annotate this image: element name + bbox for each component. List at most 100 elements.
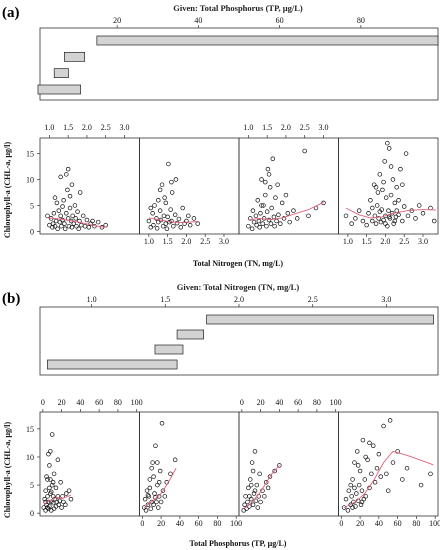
data-point — [144, 488, 150, 493]
data-point — [257, 471, 262, 477]
x-tick-label: 40 — [375, 519, 383, 528]
data-point — [145, 492, 151, 498]
data-point — [64, 172, 69, 177]
data-point — [80, 213, 86, 219]
data-point — [283, 192, 289, 198]
data-point — [265, 485, 271, 491]
y-tick-label: 15 — [26, 425, 34, 434]
data-point — [264, 223, 269, 229]
data-point — [396, 212, 401, 218]
data-point — [63, 502, 68, 508]
data-point — [388, 192, 394, 198]
data-point — [171, 223, 176, 229]
x-tick-label: 0 — [140, 519, 144, 528]
data-point — [392, 218, 398, 224]
data-point — [251, 219, 257, 225]
data-point — [266, 217, 272, 223]
data-point — [381, 179, 386, 185]
data-point — [172, 457, 178, 463]
data-point — [45, 213, 50, 219]
data-point — [60, 204, 65, 209]
data-point — [376, 216, 381, 221]
data-point — [59, 223, 64, 229]
data-point — [46, 451, 51, 457]
x-tick-label: 0 — [339, 519, 343, 528]
data-point — [428, 471, 433, 477]
smooth-fit-line — [47, 217, 106, 228]
data-point — [386, 146, 392, 151]
smooth-fit-line — [43, 494, 72, 506]
data-point — [164, 226, 170, 232]
panel-label: (b) — [2, 291, 20, 307]
data-point — [147, 485, 153, 491]
data-point — [145, 502, 151, 508]
data-point — [258, 210, 263, 216]
data-point — [159, 420, 165, 426]
data-point — [53, 485, 59, 491]
data-point — [75, 209, 80, 214]
data-point — [64, 210, 69, 216]
data-point — [386, 214, 392, 220]
x-tick-label: 1.0 — [343, 237, 353, 246]
data-point — [242, 502, 247, 508]
data-point — [45, 477, 50, 482]
data-point — [55, 457, 61, 463]
data-point — [362, 477, 368, 482]
given-interval-bar — [96, 35, 439, 46]
scatter-subpanel: 1.0 1.5 2.0 2.5 3.0 — [139, 137, 240, 246]
data-point — [382, 159, 387, 164]
data-point — [306, 213, 311, 219]
data-point — [72, 203, 78, 208]
data-point — [58, 213, 63, 219]
data-point — [269, 205, 274, 211]
data-point — [252, 449, 258, 454]
x-tick-label: 0 — [240, 398, 244, 407]
data-point — [50, 480, 56, 485]
data-point — [255, 198, 261, 203]
data-point — [157, 187, 163, 193]
data-point — [58, 480, 63, 485]
data-point — [253, 498, 259, 504]
data-point — [68, 496, 74, 502]
x-tick-label: 2.5 — [200, 237, 210, 246]
data-point — [356, 482, 362, 488]
data-point — [431, 218, 437, 224]
data-point — [154, 226, 160, 231]
data-point — [420, 210, 426, 216]
data-point — [53, 218, 59, 224]
given-interval-bar — [154, 344, 184, 355]
data-point — [380, 187, 385, 193]
x-tick-label: 40 — [76, 398, 84, 407]
y-axis-label: Chlorophyll-a (CHL-a, µg/l) — [3, 422, 12, 519]
data-point — [388, 164, 394, 169]
data-point — [364, 222, 369, 228]
data-point — [143, 508, 149, 513]
x-tick-label: 2.0 — [380, 237, 390, 246]
data-point — [272, 468, 277, 474]
data-point — [363, 494, 368, 499]
data-point — [156, 505, 161, 510]
data-point — [390, 460, 396, 465]
data-point — [252, 488, 258, 493]
data-point — [253, 213, 259, 219]
data-point — [372, 480, 378, 485]
data-point — [169, 218, 174, 224]
data-point — [73, 216, 78, 221]
data-point — [266, 172, 272, 177]
data-point — [353, 216, 358, 221]
data-point — [271, 214, 277, 220]
data-point — [259, 177, 264, 182]
x-axis-label: Total Nitrogen (TN, mg/L) — [193, 259, 284, 268]
data-point — [350, 477, 355, 482]
given-interval-bar — [37, 84, 81, 95]
data-point — [49, 482, 55, 488]
x-tick-label: 2.5 — [101, 123, 111, 132]
data-point — [51, 471, 57, 477]
data-point — [146, 218, 152, 224]
x-tick-label: 2.5 — [300, 123, 310, 132]
y-tick-label: 0 — [30, 509, 34, 518]
data-point — [398, 166, 403, 172]
data-point — [267, 474, 273, 479]
data-point — [285, 210, 291, 216]
data-point — [246, 485, 251, 491]
